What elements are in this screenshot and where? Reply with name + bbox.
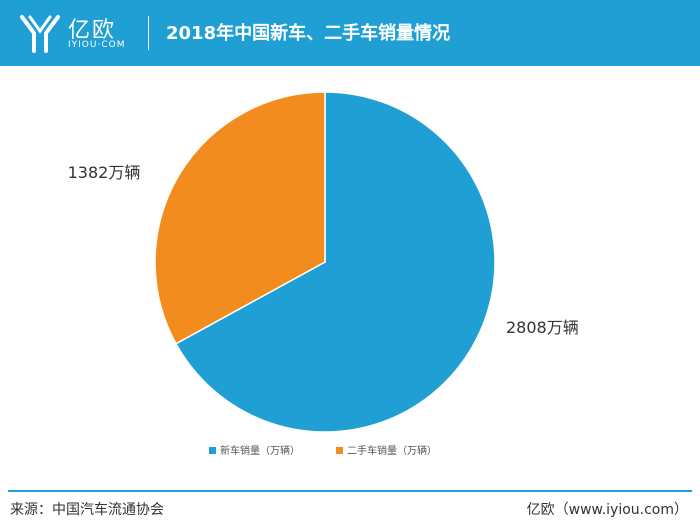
source-note: 来源：中国汽车流通协会 — [10, 502, 164, 518]
page-title: 2018年中国新车、二手车销量情况 — [166, 23, 451, 44]
pie-slice-0 — [174, 91, 496, 433]
legend-label-1: 二手车销量（万辆） — [347, 444, 437, 457]
legend-label-0: 新车销量（万辆） — [220, 444, 300, 457]
brand-logo: 亿欧 IYIOU·COM — [18, 8, 144, 58]
pie-slice-1 — [154, 91, 326, 345]
logo-domain: IYIOU·COM — [68, 40, 126, 50]
header-bar: 亿欧 IYIOU·COM 2018年中国新车、二手车销量情况 — [0, 0, 700, 66]
footer-divider — [8, 490, 692, 492]
legend-swatch-1 — [336, 447, 343, 454]
data-label-1: 1382万辆 — [68, 163, 141, 182]
logo-icon — [20, 15, 60, 53]
legend-swatch-0 — [209, 447, 216, 454]
logo-text: 亿欧 — [68, 18, 117, 43]
header-divider — [148, 16, 149, 50]
brand-credit: 亿欧（www.iyiou.com） — [526, 502, 688, 518]
data-label-0: 2808万辆 — [506, 318, 579, 337]
